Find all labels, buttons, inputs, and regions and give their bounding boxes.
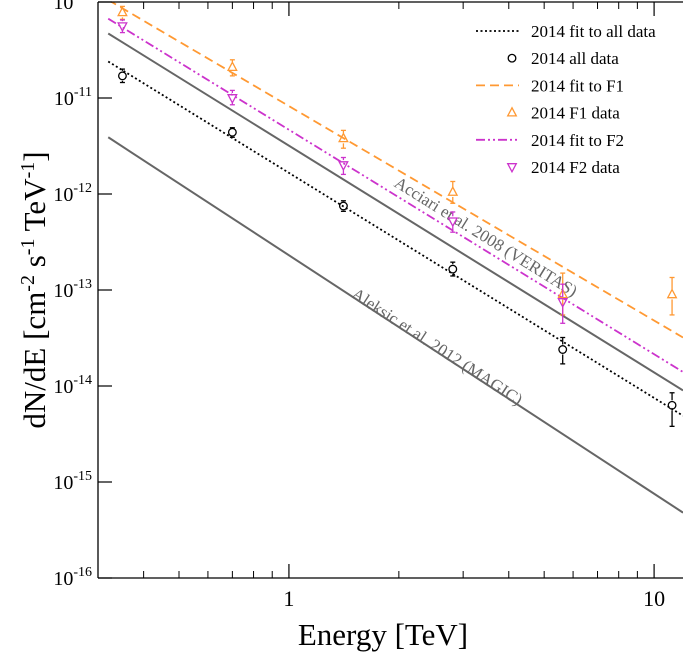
data-point-0-4 <box>558 336 568 365</box>
data-point-2-2 <box>338 156 349 176</box>
data-point-1-3 <box>447 180 459 204</box>
data-point-2-1 <box>226 89 238 106</box>
legend-entry-0: 2014 fit to all data <box>476 22 656 41</box>
x-tick-label-0: 1 <box>283 586 294 611</box>
legend-entry-2: 2014 fit to F1 <box>476 76 624 95</box>
data-point-0-0 <box>117 68 127 84</box>
legend-label-5: 2014 F2 data <box>531 158 620 177</box>
legend-label-1: 2014 all data <box>531 49 619 68</box>
axes: 10-16 10-15 10-14 10-13 10-12 10-11 10-10 1 10 <box>53 0 683 611</box>
fit-line-3 <box>107 32 683 392</box>
data-point-0-3 <box>448 261 458 277</box>
legend-marker-3 <box>506 106 518 117</box>
data-point-0-2 <box>338 200 348 212</box>
y-tick-label-4: 10-12 <box>53 181 92 206</box>
data-point-2-4 <box>557 283 569 324</box>
data-point-2-3 <box>447 211 459 233</box>
data-point-2-0 <box>117 19 128 34</box>
legend-label-3: 2014 F1 data <box>531 104 620 123</box>
fit-lines <box>107 2 683 514</box>
data-points <box>117 5 678 427</box>
y-tick-label-6: 10-10 <box>53 0 92 14</box>
legend-label-2: 2014 fit to F1 <box>531 76 624 95</box>
legend-marker-1 <box>507 53 517 63</box>
data-point-0-5 <box>667 392 677 427</box>
legend-entry-3: 2014 F1 data <box>506 104 620 123</box>
y-tick-label-3: 10-13 <box>53 277 92 302</box>
legend-entry-4: 2014 fit to F2 <box>476 131 624 150</box>
fit-line-0 <box>107 60 683 417</box>
data-point-1-2 <box>338 129 349 149</box>
fit-line-4 <box>107 136 683 514</box>
x-axis-label: Energy [TeV] <box>298 617 468 652</box>
data-point-0-1 <box>227 127 237 138</box>
y-axis-label: dN/dE [cm-2 s-1 TeV-1] <box>17 151 52 428</box>
annotation-0: Acciari et al. 2008 (VERITAS) <box>391 173 581 301</box>
legend: 2014 fit to all data 2014 all data 2014 fi… <box>476 22 656 177</box>
data-point-1-0 <box>117 5 128 20</box>
data-point-1-5 <box>666 276 678 316</box>
y-tick-label-1: 10-15 <box>53 469 92 494</box>
y-tick-label-2: 10-14 <box>53 373 92 398</box>
legend-entry-5: 2014 F2 data <box>506 158 620 177</box>
y-tick-label-5: 10-11 <box>54 85 92 110</box>
y-tick-label-0: 10-16 <box>53 565 92 590</box>
legend-marker-5 <box>506 163 518 174</box>
legend-label-0: 2014 fit to all data <box>531 22 656 41</box>
x-tick-label-1: 10 <box>643 586 665 611</box>
legend-label-4: 2014 fit to F2 <box>531 131 624 150</box>
legend-entry-1: 2014 all data <box>507 49 619 68</box>
fit-line-2 <box>107 17 683 373</box>
data-point-1-1 <box>226 59 238 77</box>
